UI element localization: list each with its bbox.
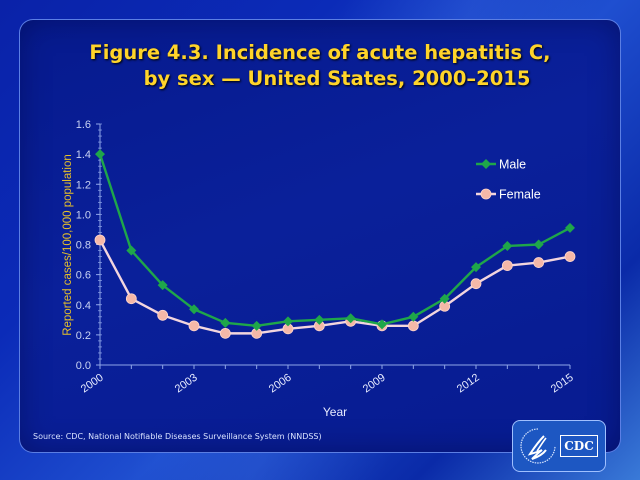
y-tick-label: 1.0 <box>76 209 91 221</box>
x-tick-label: 2015 <box>549 372 576 396</box>
female-point <box>125 293 137 305</box>
title-line-2: by sex — United States, 2000–2015 <box>143 67 531 90</box>
female-point <box>219 327 231 339</box>
male-point <box>283 316 293 327</box>
x-tick-label: 2006 <box>267 372 294 396</box>
slide-frame <box>19 19 621 453</box>
y-tick-label: 1.2 <box>76 179 91 191</box>
male-point <box>251 320 262 331</box>
male-point <box>408 311 419 322</box>
female-point <box>94 234 106 246</box>
male-point <box>95 149 105 160</box>
legend-item-male: Male <box>476 158 526 172</box>
y-tick-label: 0.6 <box>76 270 91 282</box>
x-tick-label: 2009 <box>361 372 388 396</box>
female-point <box>407 320 419 332</box>
legend-label: Female <box>499 188 541 202</box>
x-tick-label: 2000 <box>79 372 106 396</box>
male-point <box>345 313 356 324</box>
chart-title: Figure 4.3. Incidence of acute hepatitis… <box>0 40 640 92</box>
series-male <box>95 149 575 331</box>
male-point <box>157 280 168 291</box>
y-tick-label: 0.8 <box>76 240 91 252</box>
legend-marker <box>480 188 492 200</box>
male-line <box>98 153 571 328</box>
y-tick-label: 0.4 <box>76 300 91 312</box>
male-point <box>220 317 231 328</box>
male-point <box>439 293 450 304</box>
male-point <box>533 239 544 250</box>
female-point <box>564 251 576 262</box>
female-point <box>533 257 545 268</box>
y-tick-label: 1.4 <box>76 149 91 161</box>
x-tick-label: 2003 <box>173 372 200 396</box>
title-line-1: Figure 4.3. Incidence of acute hepatitis… <box>89 41 551 64</box>
source-note: Source: CDC, National Notifiable Disease… <box>33 432 322 441</box>
male-point <box>189 304 199 315</box>
cdc-logo: CDC <box>512 420 606 472</box>
female-point <box>188 320 200 332</box>
male-point <box>565 222 575 233</box>
y-tick-label: 0.0 <box>76 360 91 372</box>
female-point <box>470 278 482 290</box>
male-point <box>471 262 481 273</box>
legend-item-female: Female <box>476 188 541 202</box>
y-tick-label: 0.2 <box>76 330 91 342</box>
x-axis: 2000 2003 2006 2009 2012 2015 <box>79 364 576 396</box>
legend-label: Male <box>499 158 526 172</box>
legend-marker <box>481 159 491 169</box>
x-axis-title: Year <box>323 405 347 419</box>
cdc-wordmark: CDC <box>560 435 598 457</box>
legend: Male Female <box>476 158 541 202</box>
hhs-eagle-icon <box>520 428 556 464</box>
series-layer <box>94 149 576 339</box>
male-point <box>314 314 325 325</box>
male-point <box>377 319 387 330</box>
x-tick-label: 2012 <box>455 372 482 396</box>
y-tick-label: 1.6 <box>76 119 91 131</box>
female-line <box>98 239 571 335</box>
female-point <box>157 309 169 321</box>
male-point <box>126 245 137 256</box>
female-point <box>501 260 513 271</box>
male-point <box>502 241 513 252</box>
series-female <box>94 234 576 339</box>
y-axis-title: Reported cases/100,000 population <box>62 154 74 336</box>
